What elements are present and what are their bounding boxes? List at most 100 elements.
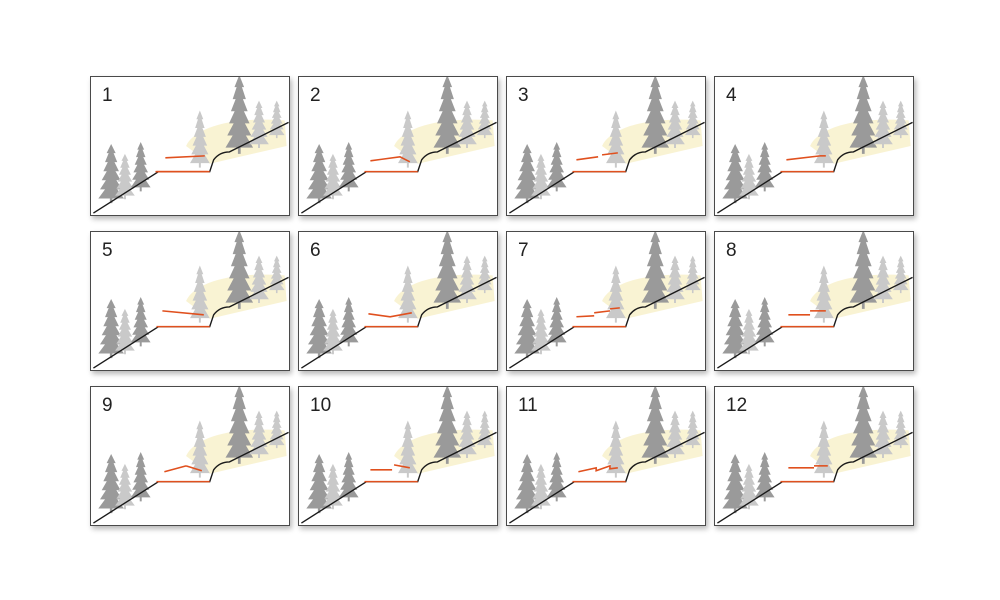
conifer-tree [739, 463, 759, 510]
conifer-tree [873, 100, 893, 148]
panel-number: 6 [310, 240, 321, 261]
hillside-section-diagram [93, 387, 289, 524]
ground-line [717, 431, 913, 524]
conifer-tree [338, 452, 359, 502]
conifer-tree [323, 463, 343, 510]
conifer-tree [457, 410, 477, 458]
hillside-section-diagram [301, 77, 497, 214]
ground-line [717, 121, 913, 214]
conifer-tree [873, 255, 893, 303]
ground-line [509, 431, 705, 524]
conifer-tree [130, 297, 151, 347]
study-panel: 6 [298, 231, 498, 371]
conifer-tree [225, 77, 254, 154]
conifer-tree [665, 100, 685, 148]
conifer-tree [398, 420, 418, 478]
conifer-tree [190, 110, 210, 168]
study-panel: 9 [90, 386, 290, 526]
ground-line [301, 276, 497, 369]
conifer-tree [892, 100, 909, 139]
roof-line [578, 464, 618, 473]
conifer-tree [115, 153, 135, 200]
conifer-tree [225, 387, 254, 464]
conifer-tree [115, 308, 135, 355]
panel-number: 3 [518, 85, 529, 106]
conifer-tree [684, 410, 701, 449]
conifer-tree [190, 420, 210, 478]
conifer-tree [546, 142, 567, 192]
conifer-tree [433, 387, 462, 464]
study-panel: 12 [714, 386, 914, 526]
conifer-tree [739, 308, 759, 355]
conifer-tree [814, 265, 834, 323]
hillside-section-diagram [717, 387, 913, 524]
study-panel: 7 [506, 231, 706, 371]
ground-line [509, 121, 705, 214]
panel-number: 7 [518, 240, 529, 261]
conifer-tree [338, 297, 359, 347]
conifer-tree [268, 410, 285, 449]
conifer-tree [323, 308, 343, 355]
conifer-tree [457, 100, 477, 148]
conifer-tree [130, 452, 151, 502]
conifer-tree [190, 265, 210, 323]
massing-study-grid: 1 2 3 4 5 6 7 8 9 10 11 12 [90, 76, 914, 526]
roof-line [786, 155, 821, 161]
panel-number: 4 [726, 85, 737, 106]
conifer-tree [546, 452, 567, 502]
conifer-tree [476, 100, 493, 139]
hillside-section-diagram [509, 387, 705, 524]
conifer-tree [268, 255, 285, 294]
ground-line [301, 431, 497, 524]
conifer-tree [849, 387, 878, 464]
conifer-tree [849, 232, 878, 309]
conifer-tree [457, 255, 477, 303]
roof-line [368, 312, 412, 318]
roof-line [165, 155, 205, 159]
panel-number: 2 [310, 85, 321, 106]
study-panel: 1 [90, 76, 290, 216]
hillside-section-diagram [301, 232, 497, 369]
conifer-tree [684, 255, 701, 294]
hillside-section-diagram [93, 77, 289, 214]
conifer-tree [268, 100, 285, 139]
conifer-tree [814, 420, 834, 478]
ground-line [93, 121, 289, 214]
hillside-section-diagram [717, 77, 913, 214]
conifer-tree [892, 255, 909, 294]
study-panel: 11 [506, 386, 706, 526]
panel-number: 9 [102, 395, 113, 416]
study-panel: 3 [506, 76, 706, 216]
conifer-tree [739, 153, 759, 200]
roof-line [185, 465, 203, 472]
ground-line [93, 431, 289, 524]
conifer-tree [754, 452, 775, 502]
conifer-tree [665, 255, 685, 303]
conifer-tree [531, 308, 551, 355]
panel-number: 10 [310, 395, 332, 416]
conifer-tree [338, 142, 359, 192]
study-panel: 4 [714, 76, 914, 216]
hillside-section-diagram [509, 232, 705, 369]
roof-line [594, 310, 611, 314]
conifer-tree [665, 410, 685, 458]
conifer-tree [873, 410, 893, 458]
roof-line [576, 156, 599, 161]
study-panel: 8 [714, 231, 914, 371]
roof-line [162, 310, 204, 316]
conifer-tree [531, 463, 551, 510]
conifer-tree [433, 77, 462, 154]
ground-line [717, 276, 913, 369]
study-panel: 10 [298, 386, 498, 526]
conifer-tree [814, 110, 834, 168]
conifer-tree [433, 232, 462, 309]
roof-line [393, 464, 410, 469]
panel-number: 12 [726, 395, 748, 416]
conifer-tree [754, 142, 775, 192]
conifer-tree [225, 232, 254, 309]
roof-line [370, 156, 411, 163]
conifer-tree [249, 255, 269, 303]
conifer-tree [641, 232, 670, 309]
hillside-section-diagram [301, 387, 497, 524]
conifer-tree [130, 142, 151, 192]
